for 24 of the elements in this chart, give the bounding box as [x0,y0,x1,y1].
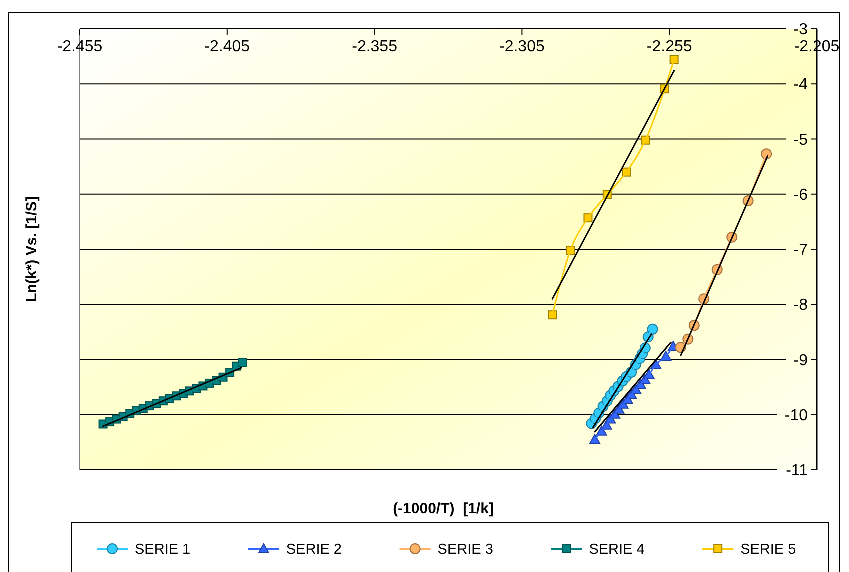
y-tick-label: -6 [794,186,808,204]
y-tick-label: -10 [784,407,808,424]
y-tick-label: -3 [794,22,808,39]
legend-label: SERIE 2 [286,542,342,558]
y-axis-title: Ln(k*) Vs. [1/S] [23,196,40,302]
legend-label: SERIE 5 [740,542,796,558]
y-tick-label: -4 [794,76,808,94]
x-tick-label: -2.355 [352,38,398,56]
x-axis-title: (-1000/T) [1/k] [393,500,494,518]
legend-label: SERIE 4 [589,542,645,558]
y-tick-label: -8 [794,297,808,314]
x-tick-label: -2.305 [500,38,545,56]
x-tick-label: -2.255 [646,38,692,56]
y-tick-label: -11 [786,462,808,480]
y-tick-label: -9 [794,352,808,370]
y-tick-label: -7 [794,242,808,260]
x-tick-label: -2.405 [204,38,250,56]
x-tick-label: -2.455 [57,38,103,56]
legend-label: SERIE 3 [438,542,494,558]
legend-label: SERIE 1 [135,542,191,558]
point [670,55,679,64]
point [238,358,248,368]
y-tick-label: -5 [794,132,808,149]
point [548,310,558,320]
